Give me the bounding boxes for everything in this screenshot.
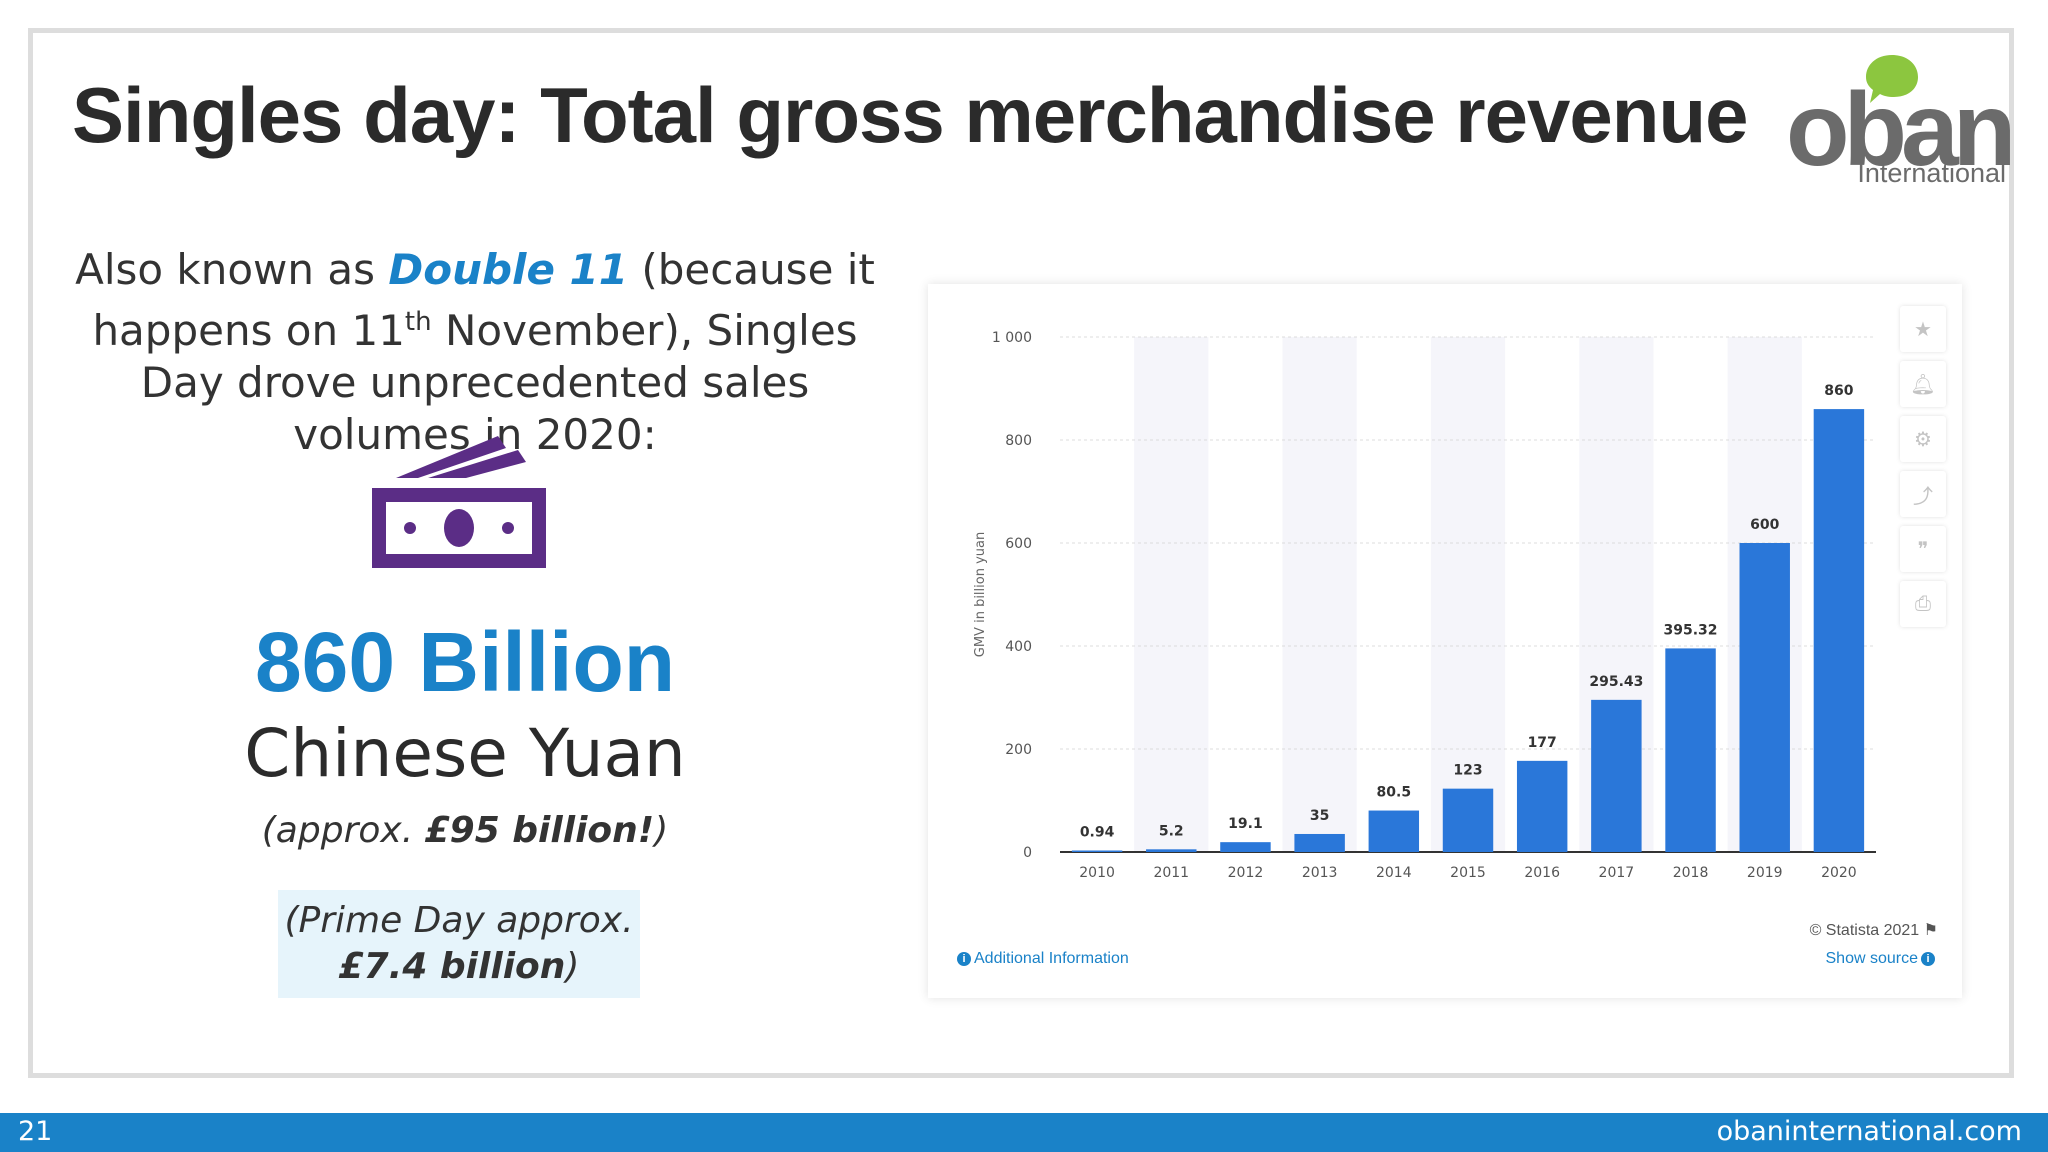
prime-day-label: (Prime Day approx.	[284, 900, 634, 941]
print-icon[interactable]: ⎙	[1900, 581, 1946, 627]
intro-text: Also known as Double 11 (because it happ…	[55, 244, 895, 461]
copyright-text: © Statista 2021	[1809, 922, 1920, 939]
prime-day-box: (Prime Day approx. £7.4 billion)	[278, 890, 640, 998]
bar	[1368, 810, 1420, 852]
x-tick-label: 2013	[1302, 865, 1338, 881]
y-axis-label: GMV in billion yuan	[973, 532, 988, 657]
intro-part-3: November), Singles Day drove unprecedent…	[140, 306, 858, 459]
gear-icon[interactable]: ⚙	[1900, 416, 1946, 462]
y-tick-label: 800	[1005, 433, 1032, 449]
logo-word: oban	[1786, 72, 2016, 188]
logo-speech-bubble-icon	[1866, 55, 1918, 103]
value-label: 177	[1528, 735, 1557, 751]
share-icon[interactable]: ⤴	[1900, 471, 1946, 517]
intro-part-2: (because it happens on 11	[92, 245, 875, 355]
value-label: 5.2	[1159, 823, 1184, 839]
logo-subtitle: International	[1857, 158, 2006, 188]
x-tick-label: 2018	[1673, 865, 1709, 881]
chart-toolbar: ★ 🔔︎ ⚙ ⤴ ❞ ⎙	[1900, 306, 1946, 636]
prime-day-suffix: )	[565, 946, 580, 987]
value-label: 35	[1310, 808, 1329, 824]
prime-day-value: £7.4 billion	[338, 946, 566, 987]
bar	[1516, 760, 1568, 852]
money-icon	[372, 436, 546, 568]
bar	[1220, 842, 1271, 852]
approx-prefix: (approx.	[261, 810, 425, 851]
footer-bar: 21 obaninternational.com	[0, 1113, 2048, 1152]
show-source-label: Show source	[1825, 950, 1919, 967]
y-tick-label: 200	[1005, 742, 1032, 758]
bar	[1813, 409, 1865, 852]
value-label: 395.32	[1664, 622, 1718, 638]
y-tick-label: 0	[1023, 845, 1032, 861]
statista-chart-card: 0 200 400 600 800 1 000 GMV in billion yuan 0.9…	[928, 284, 1962, 998]
slide-frame	[28, 28, 2014, 1078]
value-label: 295.43	[1589, 674, 1643, 690]
bell-icon[interactable]: 🔔︎	[1900, 361, 1946, 407]
info-icon: i	[957, 951, 971, 966]
flag-icon[interactable]: ⚑	[1923, 922, 1938, 939]
intro-highlight: Double 11	[388, 245, 628, 294]
approx-suffix: )	[654, 810, 669, 851]
additional-information-link[interactable]: i Additional Information	[954, 950, 1129, 968]
x-tick-label: 2012	[1228, 865, 1264, 881]
x-tick-label: 2011	[1153, 865, 1189, 881]
show-source-link[interactable]: Show source i	[1826, 950, 1939, 968]
x-tick-label: 2020	[1821, 865, 1857, 881]
value-label: 19.1	[1228, 816, 1263, 832]
x-tick-label: 2015	[1450, 865, 1486, 881]
big-stat-value: 860 Billion	[254, 615, 676, 709]
bar	[1146, 849, 1197, 852]
bar	[1294, 833, 1345, 852]
page-number: 21	[18, 1116, 53, 1147]
column-band	[1134, 337, 1209, 852]
approx-conversion: (approx. £95 billion!)	[150, 810, 780, 851]
additional-information-label: Additional Information	[974, 950, 1129, 967]
intro-superscript: th	[404, 307, 432, 337]
column-band	[1282, 337, 1357, 852]
prime-day-value-line: £7.4 billion)	[278, 944, 640, 990]
value-label: 0.94	[1080, 825, 1115, 841]
value-label: 80.5	[1377, 785, 1412, 801]
info-icon: i	[1921, 951, 1935, 966]
value-label: 600	[1750, 517, 1779, 533]
column-band	[1430, 337, 1506, 852]
bar-chart: 0 200 400 600 800 1 000 GMV in billion yuan 0.9…	[973, 330, 1876, 881]
x-tick-label: 2019	[1747, 865, 1783, 881]
x-tick-label: 2017	[1599, 865, 1635, 881]
oban-logo: oban International	[1780, 50, 2020, 195]
intro-part-1: Also known as	[75, 245, 389, 294]
star-icon[interactable]: ★	[1900, 306, 1946, 352]
bar	[1591, 699, 1642, 852]
y-tick-label: 600	[1005, 536, 1032, 552]
footer-website: obaninternational.com	[1716, 1116, 2022, 1147]
y-tick-label: 400	[1005, 639, 1032, 655]
slide-title: Singles day: Total gross merchandise rev…	[72, 71, 1748, 159]
y-tick-label: 1 000	[992, 330, 1032, 346]
bar	[1442, 788, 1494, 852]
bar	[1739, 543, 1790, 852]
approx-value: £95 billion!	[424, 810, 655, 851]
value-label: 860	[1824, 383, 1853, 399]
x-tick-label: 2016	[1524, 865, 1560, 881]
x-tick-label: 2014	[1376, 865, 1412, 881]
bar	[1665, 648, 1716, 852]
value-label: 123	[1453, 763, 1482, 779]
x-tick-label: 2010	[1079, 865, 1115, 881]
statista-copyright: © Statista 2021 ⚑	[1810, 920, 1938, 940]
big-stat-unit: Chinese Yuan	[244, 715, 686, 792]
quote-icon[interactable]: ❞	[1900, 526, 1946, 572]
bar	[1071, 850, 1123, 852]
